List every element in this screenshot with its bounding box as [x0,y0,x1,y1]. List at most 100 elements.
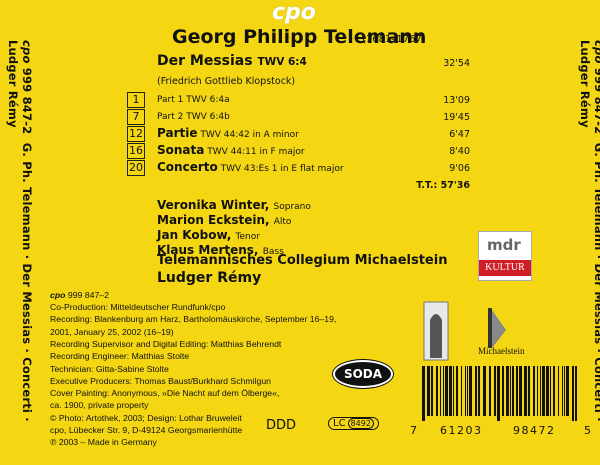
credit-line: Co-Production: Mitteldeutscher Rundfunk/… [50,302,226,312]
credit-line: Technician: Gitta-Sabine Stolte [50,363,169,374]
barcode-bar [546,366,549,416]
credits-catalog: 999 847–2 [67,290,109,300]
barcode-bar [483,366,486,416]
barcode-bar [566,366,569,416]
barcode-bar [453,366,454,416]
barcode-bar [550,366,551,416]
track-detail: TWV 6:4b [186,112,230,122]
barcode-bar [572,366,574,421]
work-catalog: TWV 6:4 [257,56,307,68]
barcode-bar [422,366,425,421]
barcode-digit: 98472 [513,424,556,437]
track-detail: TWV 6:4a [186,95,230,105]
barcode-bar [512,366,514,416]
barcode-bar [558,366,559,416]
ensemble: Telemannisches Collegium Michaelstein [157,253,448,268]
ddd: DDD [266,418,297,433]
track-duration: 19'45 [443,112,470,123]
track-number: 1 [127,92,145,108]
credit-line: © Photo: Artothek, 2003; Design: Lothar … [50,412,242,423]
credit-line: Recording Supervisor and Digital Editing… [50,338,282,349]
church-arch [430,314,442,358]
track-title: Part 2 [157,112,184,122]
performer-role: Bass [262,247,284,257]
performer-name: Marion Eckstein, [157,213,270,227]
barcode-bar [461,366,462,416]
performer-name: Klaus Mertens, [157,243,259,257]
barcode-bar [443,366,444,416]
left-spine: cpo 999 847-2 G. Ph. Telemann · Der Mess… [6,40,34,465]
barcode-bar [475,366,477,416]
track-detail: TWV 44:42 in A minor [200,130,299,140]
performer-name: Jan Kobow, [157,228,232,242]
credit-line: Recording: Blankenburg am Harz, Bartholo… [50,314,337,325]
track-title: Sonata [157,143,205,157]
credits-catalog-line: cpo 999 847–2 [50,290,109,300]
credit-line: Executive Producers: Thomas Baust/Burkha… [50,375,271,386]
barcode-digit: 5 [584,424,591,437]
credit-line: Cover Painting: Anonymous, »Die Nacht au… [50,388,280,399]
credits-label: cpo [50,290,66,300]
work-duration: 32'54 [443,58,470,69]
track-title: Part 1 [157,95,184,105]
track-row: Sonata TWV 44:11 in F major [157,143,305,157]
logos-svg [423,301,506,361]
track-duration: 6'47 [449,129,470,140]
barcode-bar [469,366,472,416]
track-duration: 8'40 [449,146,470,157]
mdr-logo: mdr KULTUR [478,231,532,281]
barcode-bar [456,366,458,416]
lc-number: 8492 [347,418,374,429]
performer: Marion Eckstein, Alto [157,213,291,227]
performer: Jan Kobow, Tenor [157,228,260,242]
conductor: Ludger Rémy [157,270,262,286]
track-title: Concerto [157,160,218,174]
barcode-bar [445,366,448,416]
credit-line: cpo, Lübecker Str. 9, D-49124 Georgsmari… [50,425,243,435]
barcode-bar [449,366,452,416]
composer-dates: (1681–1767) [362,34,426,45]
barcode-bar [516,366,518,416]
barcode-bar [542,366,545,416]
spine-title: G. Ph. Telemann · Der Messias · Concerti… [6,40,34,422]
track-row: Concerto TWV 43:Es 1 in E flat major [157,160,344,174]
barcode-bar [436,366,438,416]
track-number: 20 [127,160,145,176]
barcode-digit: 7 [410,424,417,437]
kultur-text: KULTUR [479,260,531,276]
spine-label: cpo [592,40,600,64]
barcode-bar [467,366,468,416]
work-name: Der Messias [157,53,253,69]
barcode-bar [427,366,430,416]
barcode-bar [553,366,555,416]
barcode [422,366,577,421]
barcode-bar [537,366,538,416]
barcode-bar [494,366,496,416]
credit-line: ℗ 2003 – Made in Germany [50,437,157,448]
barcode-bar [510,366,511,416]
performer-role: Soprano [273,202,311,212]
track-duration: 13'09 [443,95,470,106]
barcode-bar [528,366,530,416]
michaelstein-mark [488,308,492,348]
track-number: 7 [127,109,145,125]
track-row: Part 2 TWV 6:4b [157,112,230,122]
barcode-bar [431,366,433,416]
performer: Klaus Mertens, Bass [157,243,284,257]
total-time: T.T.: 57'36 [416,180,470,191]
barcode-bar [533,366,535,416]
michaelstein-text: Michaelstein [478,346,525,356]
work-title: Der Messias TWV 6:4 [157,53,307,69]
track-number: 12 [127,126,145,142]
barcode-bar [562,366,563,416]
barcode-bar [465,366,466,416]
mdr-text: mdr [487,236,521,254]
lc-code: LC 8492 [328,417,379,430]
barcode-bar [506,366,509,416]
performer-role: Tenor [235,232,260,242]
barcode-bar [489,366,491,416]
librettist: (Friedrich Gottlieb Klopstock) [157,76,296,87]
composer: Georg Philipp Telemann [172,26,427,48]
barcode-bar [478,366,480,416]
credit-line: 2001, January 25, 2002 (16–19) [50,326,174,337]
